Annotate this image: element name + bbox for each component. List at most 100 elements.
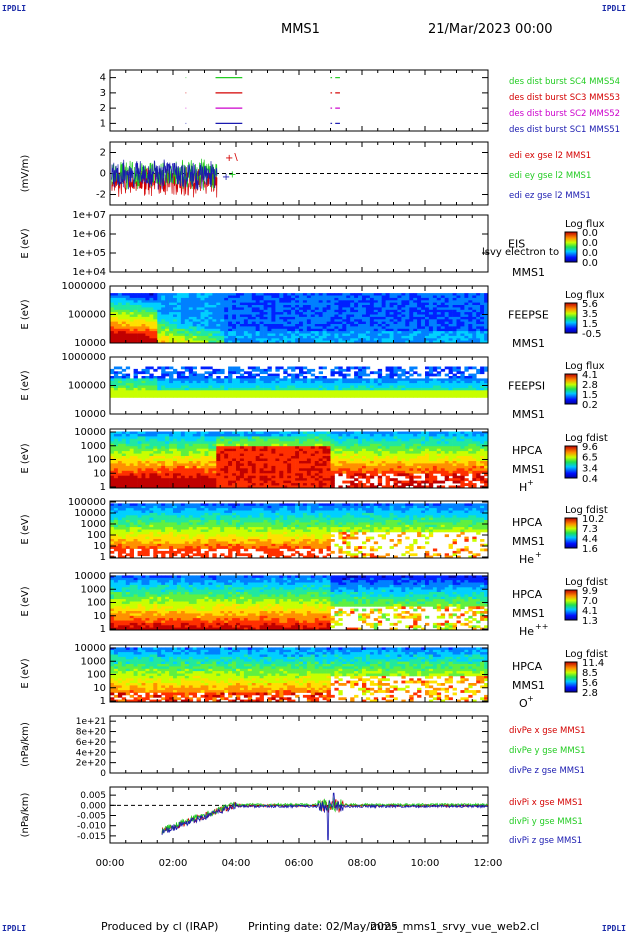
spectrogram-cell: [220, 438, 225, 442]
spectrogram-cell: [393, 373, 398, 377]
spectrogram-cell: [125, 465, 131, 469]
spectrogram-cell: [141, 335, 146, 339]
spectrogram-cell: [125, 383, 131, 386]
spectrogram-cell: [322, 385, 327, 389]
spectrogram-cell: [299, 328, 304, 332]
spectrogram-cell: [165, 387, 170, 391]
spectrogram-cell: [149, 392, 154, 396]
spectrogram-cell: [259, 431, 264, 435]
spectrogram-cell: [153, 316, 158, 320]
spectrogram-cell: [362, 390, 367, 394]
spectrogram-cell: [212, 316, 217, 320]
spectrogram-cell: [145, 475, 150, 479]
spectrogram-cell: [208, 338, 213, 342]
spectrogram-cell: [480, 390, 485, 394]
spectrogram-cell: [236, 309, 241, 313]
spectrogram-cell: [314, 433, 320, 437]
spectrogram-cell: [464, 326, 469, 330]
spectrogram-cell: [444, 335, 449, 339]
spectrogram-cell: [373, 451, 379, 454]
spectrogram-cell: [299, 340, 304, 344]
spectrogram-cell: [161, 376, 166, 379]
spectrogram-cell: [279, 433, 284, 437]
spectrogram-cell: [117, 475, 123, 479]
spectrogram-cell: [157, 383, 162, 386]
spectrogram-cell: [121, 380, 127, 384]
spectrogram-cell: [169, 390, 174, 394]
spectrogram-cell: [464, 368, 469, 372]
spectrogram-cell: [377, 326, 383, 330]
spectrogram-cell: [385, 333, 390, 337]
spectrogram-cell: [397, 309, 402, 313]
spectrogram-cell: [169, 331, 174, 334]
spectrogram-cell: [409, 305, 414, 308]
spectrogram-cell: [117, 473, 123, 477]
edi-marker: +: [225, 153, 233, 164]
spectrogram-cell: [342, 390, 347, 394]
spectrogram-cell: [299, 473, 304, 477]
spectrogram-cell: [133, 441, 138, 445]
spectrogram-cell: [220, 395, 225, 398]
spectrogram-cell: [393, 335, 398, 339]
spectrogram-cell: [362, 324, 367, 327]
spectrogram-cell: [247, 297, 253, 301]
spectrogram-cell: [263, 309, 268, 313]
spectrogram-cell: [291, 441, 296, 445]
spectrogram-cell: [180, 443, 186, 447]
spectrogram-cell: [204, 485, 209, 489]
spectrogram-cell: [129, 331, 134, 334]
spectrogram-cell: [141, 438, 146, 442]
spectrogram-cell: [354, 463, 359, 467]
spectrogram-cell: [200, 319, 205, 323]
spectrogram-cell: [161, 475, 166, 479]
spectrogram-cell: [397, 295, 402, 299]
spectrogram-cell: [117, 458, 123, 462]
spectrogram-cell: [255, 385, 260, 389]
spectrogram-cell: [196, 316, 201, 320]
spectrogram-cell: [464, 338, 469, 342]
spectrogram-cell: [346, 448, 351, 452]
spectrogram-cell: [365, 380, 371, 384]
spectrogram-cell: [314, 438, 320, 442]
spectrogram-cell: [125, 305, 131, 308]
spectrogram-cell: [287, 465, 292, 469]
spectrogram-cell: [444, 324, 449, 327]
spectrogram-cell: [129, 431, 134, 435]
spectrogram-cell: [236, 485, 241, 489]
spectrogram-cell: [165, 314, 170, 318]
spectrogram-cell: [358, 451, 363, 454]
spectrogram-cell: [381, 385, 386, 389]
spectrogram-cell: [358, 293, 363, 296]
spectrogram-cell: [428, 328, 434, 332]
spectrogram-cell: [141, 433, 146, 437]
spectrogram-cell: [417, 300, 422, 304]
spectrogram-cell: [212, 465, 217, 469]
spectrogram-cell: [184, 316, 190, 320]
spectrogram-cell: [263, 483, 268, 486]
spectrogram-cell: [236, 319, 241, 323]
spectrogram-cell: [141, 485, 146, 489]
spectrogram-cell: [318, 456, 323, 459]
spectrogram-cell: [373, 461, 379, 464]
spectrogram-cell: [291, 436, 296, 440]
spectrogram-cell: [200, 297, 205, 301]
spectrogram-cell: [125, 295, 131, 299]
spectrogram-cell: [330, 433, 335, 437]
spectrogram-cell: [255, 433, 260, 437]
spectrogram-cell: [110, 395, 115, 398]
spectrogram-cell: [169, 448, 174, 452]
spectrogram-cell: [141, 328, 146, 332]
spectrogram-cell: [279, 441, 284, 445]
spectrogram-cell: [117, 468, 123, 472]
spectrogram-cell: [279, 468, 284, 472]
spectrogram-cell: [299, 387, 304, 391]
spectrogram-cell: [208, 483, 213, 486]
spectrogram-cell: [129, 387, 134, 391]
spectrogram-cell: [397, 328, 402, 332]
spectrogram-cell: [137, 300, 142, 304]
spectrogram-cell: [133, 485, 138, 489]
spectrogram-cell: [259, 385, 264, 389]
spectrogram-cell: [224, 300, 229, 304]
spectrogram-cell: [338, 473, 343, 477]
spectrogram-cell: [180, 383, 186, 386]
